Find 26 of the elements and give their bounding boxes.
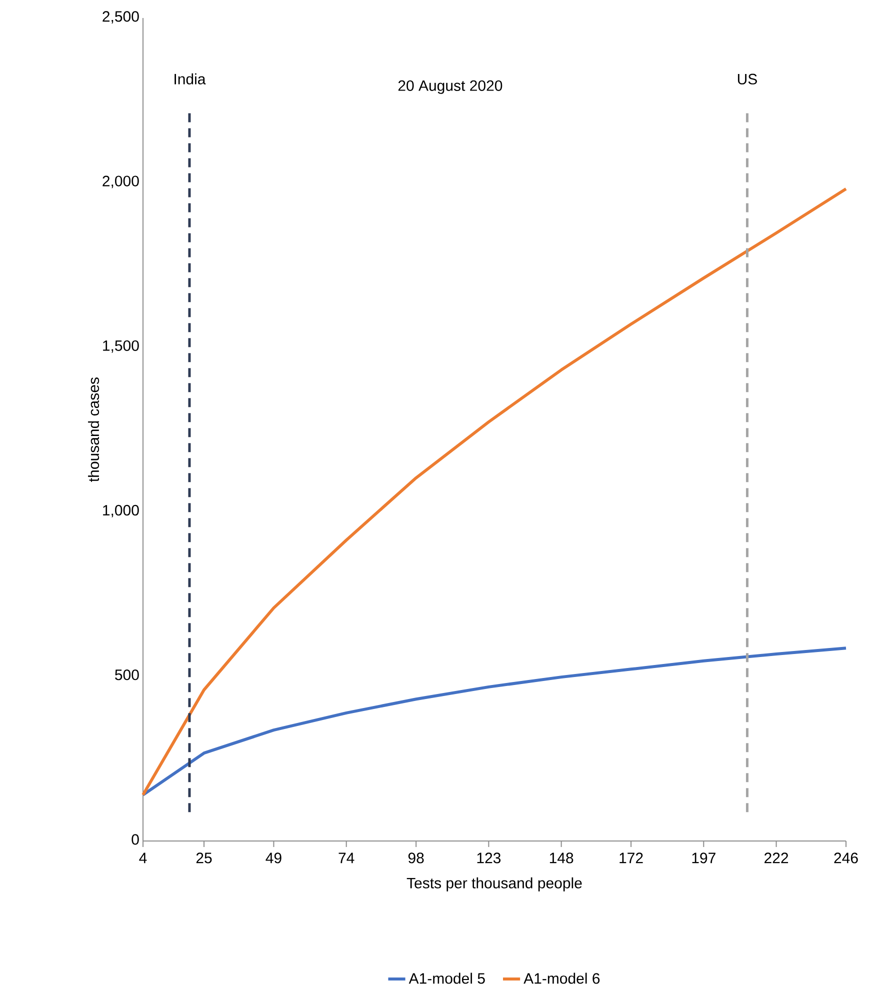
y-tick-label: 1,500 <box>103 340 139 353</box>
x-tick-label: 148 <box>550 852 574 864</box>
y-tick-label: 0 <box>132 834 139 845</box>
legend-label: A1-model 5 <box>408 972 485 984</box>
ref-line-label: US <box>738 74 757 84</box>
y-axis-title: thousand cases <box>88 378 100 482</box>
annotation: 20 August 2020 <box>398 80 502 94</box>
x-tick-label: 98 <box>408 852 424 864</box>
y-tick-label: 1,000 <box>103 504 139 518</box>
legend-label: A1-model 6 <box>524 972 600 984</box>
ref-line-label: India <box>174 73 206 84</box>
x-tick-label: 197 <box>692 852 716 864</box>
x-tick-label: 49 <box>266 852 282 864</box>
x-tick-label: 25 <box>196 852 212 864</box>
x-tick-label: 172 <box>620 852 643 864</box>
x-tick-label: 123 <box>477 852 501 864</box>
x-tick-label: 74 <box>338 852 354 864</box>
line-series <box>141 187 848 796</box>
x-axis-title: Tests per thousand people <box>406 877 582 892</box>
x-tick-label: 222 <box>764 852 788 864</box>
y-tick-label: 500 <box>115 670 139 680</box>
x-tick-label: 246 <box>834 852 858 864</box>
x-tick-label: 4 <box>139 852 147 864</box>
y-tick-label: 2,500 <box>102 11 139 24</box>
line-series <box>141 646 848 796</box>
y-tick-label: 2,000 <box>102 176 139 188</box>
